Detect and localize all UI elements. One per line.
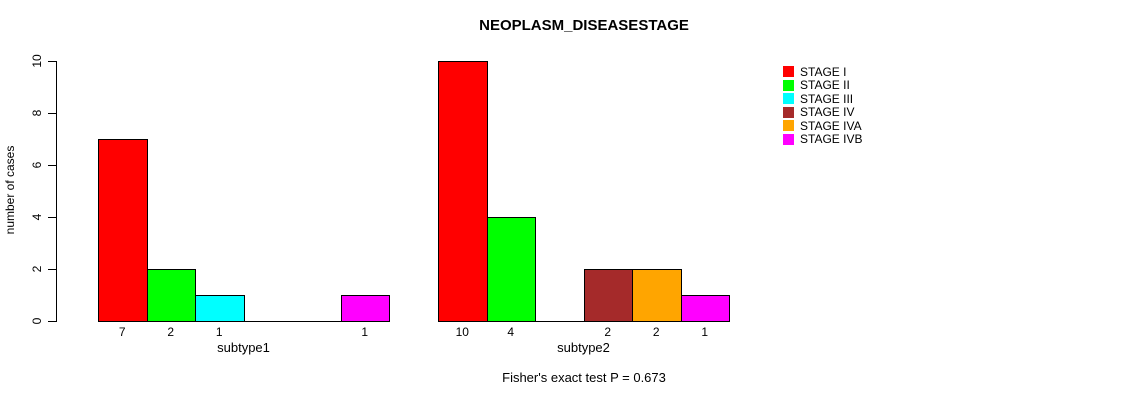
bar-subtype1-stage-i — [98, 139, 148, 322]
legend-item-stage-ivb: STAGE IVB — [783, 133, 862, 147]
legend-swatch-stage-iva — [783, 120, 794, 132]
zero-height-bar-subtype1-stage-iv — [243, 321, 293, 322]
bar-subtype2-stage-i — [438, 61, 488, 322]
y-tick-mark — [48, 217, 56, 218]
stat-annotation: Fisher's exact test P = 0.673 — [502, 370, 666, 385]
bar-subtype2-stage-iv — [583, 269, 633, 322]
y-tick-mark — [48, 165, 56, 166]
bar-value-label: 2 — [167, 325, 175, 339]
bar-subtype2-stage-ivb — [680, 295, 730, 322]
y-tick-mark — [48, 321, 56, 322]
legend-swatch-stage-i — [783, 66, 794, 78]
bar-value-label: 1 — [215, 325, 223, 339]
bar-value-label: 7 — [118, 325, 126, 339]
bar-value-label: 1 — [361, 325, 369, 339]
zero-height-bar-subtype1-stage-iva — [292, 321, 342, 322]
bar-subtype1-stage-iii — [195, 295, 245, 322]
bar-value-label: 4 — [507, 325, 515, 339]
bar-value-label: 1 — [701, 325, 709, 339]
y-tick-mark — [48, 113, 56, 114]
bar-value-label: 10 — [455, 325, 469, 339]
y-tick-label: 6 — [30, 161, 44, 169]
y-tick-mark — [48, 269, 56, 270]
y-tick-mark — [48, 61, 56, 62]
legend-swatch-stage-iv — [783, 106, 794, 118]
bar-subtype2-stage-ii — [486, 217, 536, 322]
y-tick-label: 10 — [30, 54, 44, 68]
bar-subtype2-stage-iva — [632, 269, 682, 322]
legend-label-stage-i: STAGE I — [800, 64, 847, 79]
legend-label-stage-ivb: STAGE IVB — [800, 132, 863, 147]
legend-label-stage-iv: STAGE IV — [800, 105, 855, 120]
legend: STAGE I STAGE II STAGE III STAGE IV STAGE IV… — [783, 65, 862, 146]
y-axis-label: number of cases — [3, 145, 17, 235]
legend-swatch-stage-ii — [783, 79, 794, 91]
legend-label-stage-iii: STAGE III — [800, 91, 854, 106]
group-label-subtype1: subtype1 — [217, 340, 270, 355]
legend-item-stage-ii: STAGE II — [783, 79, 862, 93]
legend-item-stage-iv: STAGE IV — [783, 106, 862, 120]
group-label-subtype2: subtype2 — [557, 340, 610, 355]
y-axis — [56, 61, 57, 322]
y-tick-label: 4 — [30, 213, 44, 221]
legend-item-stage-iva: STAGE IVA — [783, 119, 862, 133]
zero-height-bar-subtype2-stage-iii — [535, 321, 585, 322]
y-tick-label: 0 — [30, 317, 44, 325]
bar-subtype1-stage-ivb — [340, 295, 390, 322]
bar-value-label: 2 — [652, 325, 660, 339]
legend-label-stage-ii: STAGE II — [800, 78, 850, 93]
bar-subtype1-stage-ii — [146, 269, 196, 322]
chart-title: NEOPLASM_DISEASESTAGE — [479, 17, 689, 34]
legend-swatch-stage-iii — [783, 93, 794, 105]
y-tick-label: 8 — [30, 109, 44, 117]
legend-swatch-stage-ivb — [783, 133, 794, 145]
legend-label-stage-iva: STAGE IVA — [800, 118, 862, 133]
y-tick-label: 2 — [30, 265, 44, 273]
legend-item-stage-iii: STAGE III — [783, 92, 862, 106]
bar-value-label: 2 — [604, 325, 612, 339]
legend-item-stage-i: STAGE I — [783, 65, 862, 79]
